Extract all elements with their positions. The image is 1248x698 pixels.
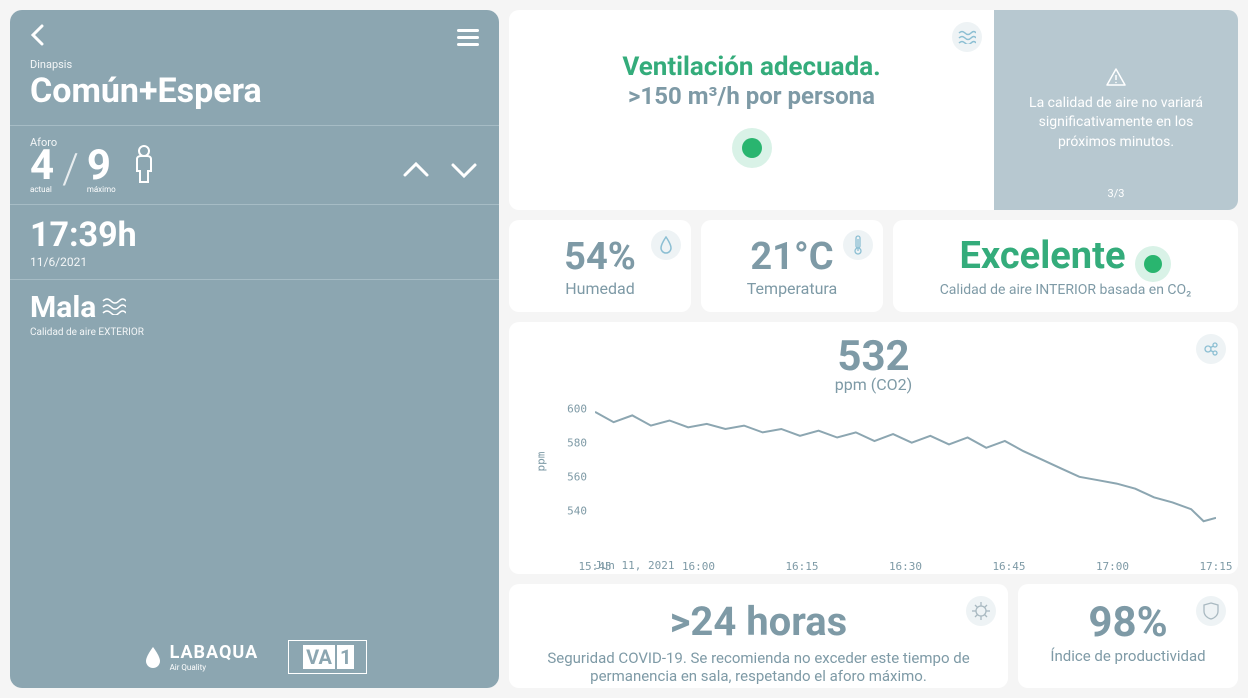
iaq-label: Calidad de aire INTERIOR basada en CO₂ xyxy=(940,282,1192,298)
ventilation-card: Ventilación adecuada. >150 m³/h por pers… xyxy=(509,10,994,210)
aforo-max-wrap: 9 máximo xyxy=(87,145,116,194)
waves-icon xyxy=(958,30,976,44)
co2-unit: ppm (CO2) xyxy=(525,375,1222,394)
forecast-text: La calidad de aire no variará significat… xyxy=(1010,94,1222,153)
co2-chart-card: 532 ppm (CO2) ppm 540560580600 15:4516:0… xyxy=(509,322,1238,574)
ventilation-status-dot xyxy=(732,128,772,168)
temperature-value: 21°C xyxy=(750,235,833,279)
air-ext-row: Mala xyxy=(30,290,479,325)
co2-icon xyxy=(1202,340,1220,358)
metrics-row: 54% Humedad 21°C Temperatura Excelente C… xyxy=(509,220,1238,312)
iaq-card: Excelente Calidad de aire INTERIOR basad… xyxy=(893,220,1238,312)
ventilation-icon xyxy=(952,22,982,52)
iaq-value: Excelente xyxy=(960,234,1126,278)
aforo-label: Aforo xyxy=(30,136,479,149)
co2-value: 532 xyxy=(525,332,1222,381)
chevron-left-icon xyxy=(30,24,44,46)
co2-ylabel: ppm xyxy=(534,452,547,472)
aforo-numbers: 4 actual / 9 máximo xyxy=(30,145,156,194)
brand-label: Dinapsis xyxy=(30,58,479,71)
covid-icon xyxy=(972,602,990,620)
air-ext-section: Mala Calidad de aire EXTERIOR xyxy=(10,279,499,348)
aforo-row: 4 actual / 9 máximo xyxy=(30,145,479,194)
air-ext-value: Mala xyxy=(30,290,96,325)
aforo-slash: / xyxy=(62,145,79,194)
ventilation-title: Ventilación adecuada. xyxy=(622,52,880,82)
menu-button[interactable] xyxy=(457,29,479,46)
aforo-actual-sub: actual xyxy=(30,185,54,194)
covid-card: >24 horas Seguridad COVID-19. Se recomie… xyxy=(509,584,1008,688)
va1-logo: VA1 xyxy=(288,640,367,674)
aforo-up-button[interactable] xyxy=(401,159,431,181)
aforo-down-button[interactable] xyxy=(449,159,479,181)
temperature-icon xyxy=(843,230,873,260)
aforo-section: Aforo 4 actual / 9 máximo xyxy=(10,125,499,204)
air-ext-label: Calidad de aire EXTERIOR xyxy=(30,327,479,338)
labaqua-logo: LABAQUA Air Quality xyxy=(142,642,259,672)
room-name: Común+Espera xyxy=(30,71,479,111)
shield-icon xyxy=(1196,596,1226,626)
left-panel: Dinapsis Común+Espera Aforo 4 actual / 9… xyxy=(10,10,499,688)
ventilation-subtitle: >150 m³/h por persona xyxy=(628,82,875,110)
productivity-card: 98% Índice de productividad xyxy=(1018,584,1238,688)
co2-plot xyxy=(595,400,1216,528)
aforo-actual-wrap: 4 actual xyxy=(30,145,54,194)
droplet-icon xyxy=(659,236,673,254)
clock-date: 11/6/2021 xyxy=(30,255,479,269)
right-column: Ventilación adecuada. >150 m³/h por pers… xyxy=(509,10,1238,688)
va1-a: VA xyxy=(303,645,335,669)
temperature-card: 21°C Temperatura xyxy=(701,220,883,312)
forecast-page: 3/3 xyxy=(1108,187,1125,200)
humidity-value: 54% xyxy=(564,235,636,279)
co2-line-svg xyxy=(595,400,1216,528)
co2-yticks: 540560580600 xyxy=(561,400,587,528)
productivity-label: Índice de productividad xyxy=(1050,647,1205,665)
clock-section: 17:39h 11/6/2021 xyxy=(10,204,499,279)
humidity-label: Humedad xyxy=(565,279,635,298)
clock-time: 17:39h xyxy=(30,215,479,255)
warning-icon xyxy=(1106,68,1126,86)
title-block: Dinapsis Común+Espera xyxy=(10,54,499,125)
co2-xdate: Jun 11, 2021 xyxy=(595,559,674,572)
productivity-icon xyxy=(1203,602,1219,620)
forecast-card: La calidad de aire no variará significat… xyxy=(994,10,1238,210)
labaqua-sub: Air Quality xyxy=(170,663,259,672)
covid-value: >24 horas xyxy=(670,598,847,645)
bottom-row: >24 horas Seguridad COVID-19. Se recomie… xyxy=(509,584,1238,688)
person-icon xyxy=(132,145,156,187)
thermometer-icon xyxy=(853,235,863,255)
virus-icon xyxy=(966,596,996,626)
va1-b: 1 xyxy=(337,645,354,669)
wave-icon xyxy=(102,297,126,319)
humidity-icon xyxy=(651,230,681,260)
drop-icon xyxy=(142,646,164,668)
aforo-max-sub: máximo xyxy=(87,185,116,194)
iaq-value-row: Excelente xyxy=(960,234,1172,282)
molecule-icon xyxy=(1196,334,1226,364)
covid-text: Seguridad COVID-19. Se recomienda no exc… xyxy=(529,649,988,685)
top-banner: Ventilación adecuada. >150 m³/h por pers… xyxy=(509,10,1238,210)
left-header xyxy=(10,10,499,54)
aforo-arrows xyxy=(401,159,479,181)
humidity-card: 54% Humedad xyxy=(509,220,691,312)
iaq-status-dot xyxy=(1135,246,1171,282)
co2-chart-area: ppm 540560580600 15:4516:0016:1516:3016:… xyxy=(565,400,1216,550)
productivity-value: 98% xyxy=(1088,598,1167,647)
temperature-label: Temperatura xyxy=(747,279,837,298)
back-button[interactable] xyxy=(30,24,44,50)
left-footer: LABAQUA Air Quality VA1 xyxy=(10,626,499,688)
labaqua-text: LABAQUA xyxy=(170,642,259,663)
